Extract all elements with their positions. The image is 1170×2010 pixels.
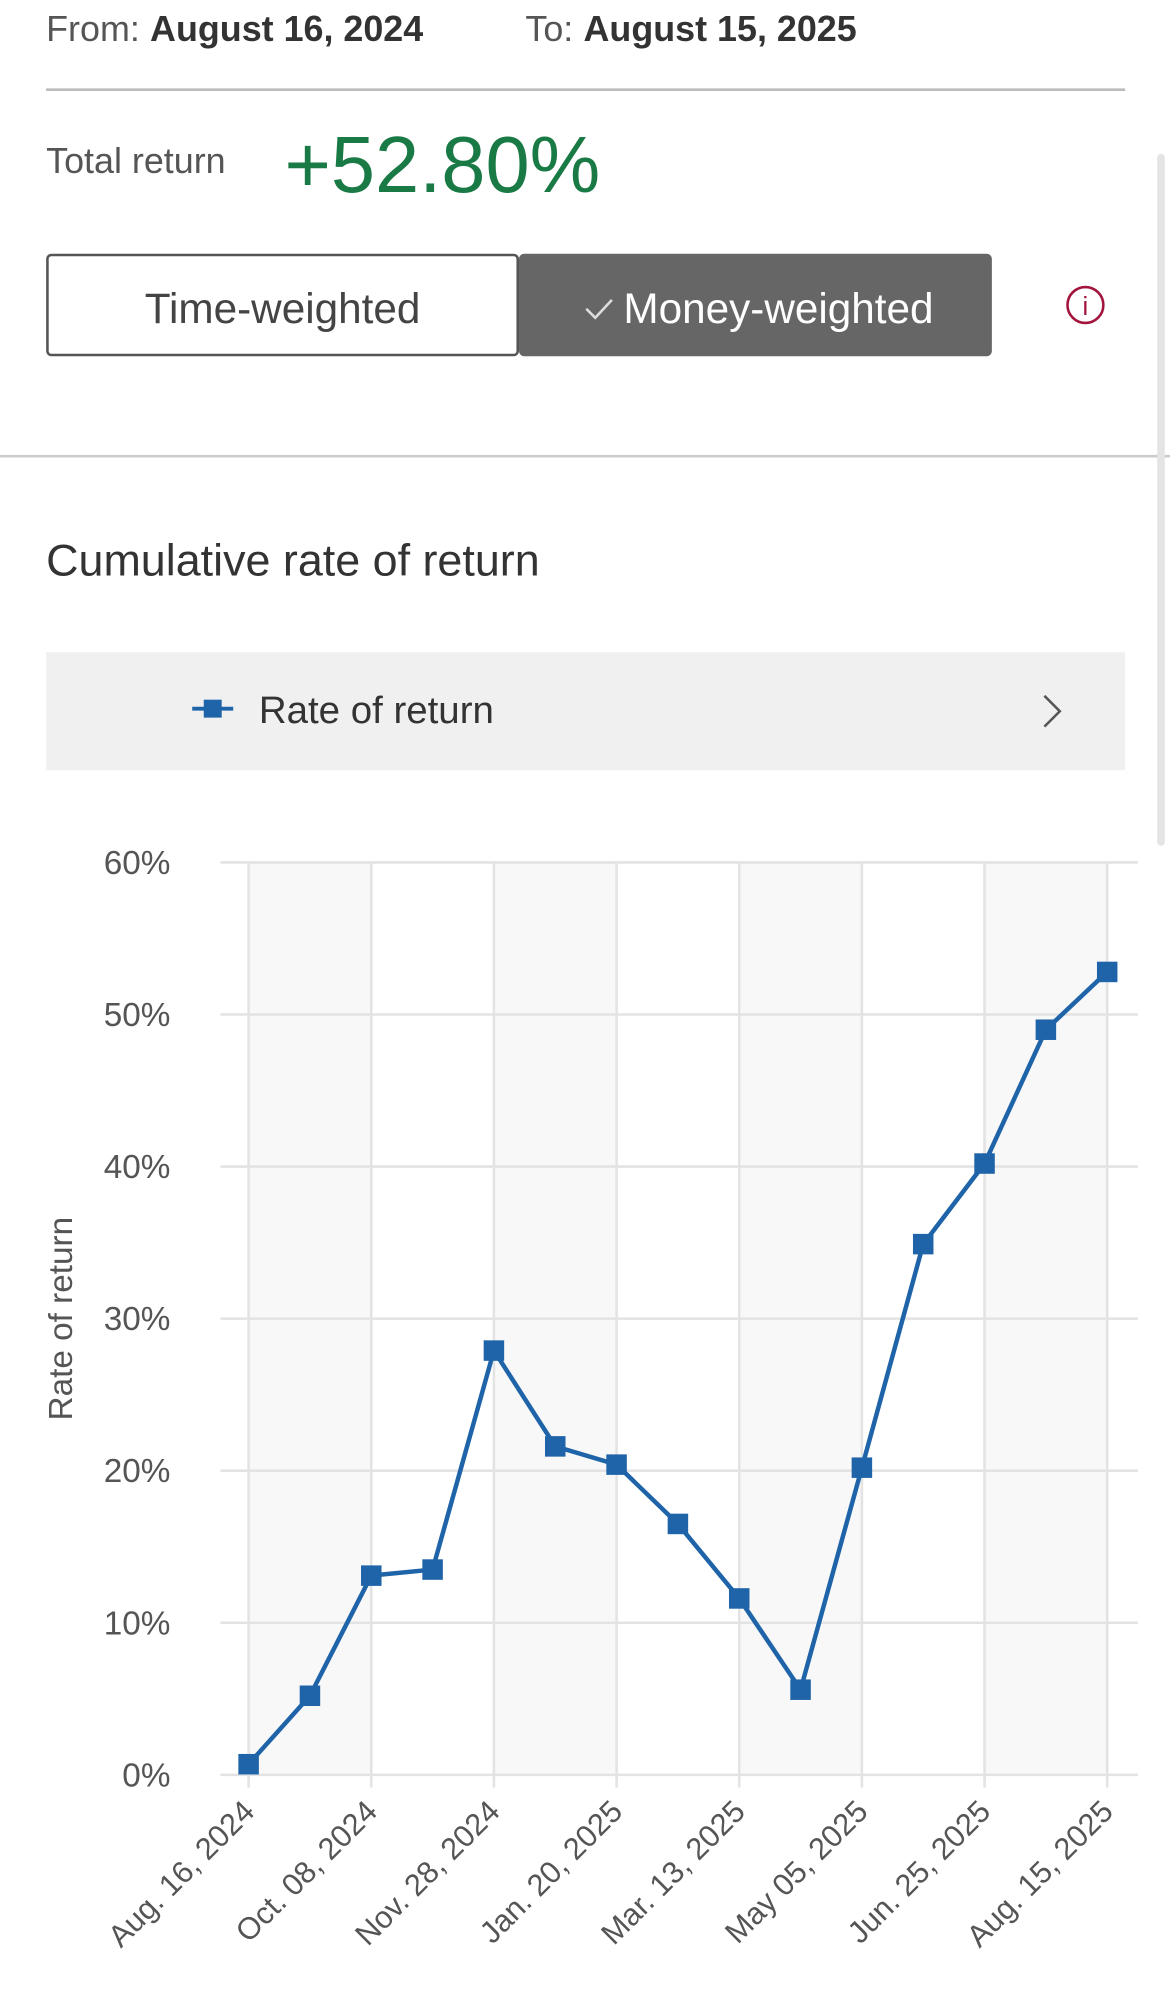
- y-tick-label: 50%: [104, 997, 171, 1034]
- date-range: To: August 15, 2025: [525, 9, 856, 49]
- point-marker: [238, 1753, 259, 1775]
- total-return-label: Total return: [46, 141, 225, 181]
- point-marker: [667, 1513, 689, 1535]
- y-tick-label: 0%: [122, 1757, 170, 1794]
- from-label: From:: [46, 9, 140, 49]
- point-marker: [851, 1457, 873, 1478]
- point-marker: [1035, 1019, 1057, 1040]
- point-marker: [483, 1340, 505, 1361]
- point-marker: [912, 1233, 934, 1255]
- date-range: From: August 16, 2024: [46, 9, 423, 49]
- scrollbar: [1157, 153, 1165, 846]
- toggle: Time-weighted Money-weighted: [46, 253, 992, 357]
- to-label: To:: [525, 9, 573, 49]
- legend-bar[interactable]: [46, 652, 1126, 771]
- point-marker: [299, 1685, 321, 1707]
- point-marker: [790, 1679, 811, 1700]
- legend-marker: [203, 699, 222, 718]
- chart-title: Cumulative rate of return: [46, 534, 540, 585]
- toggle-option[interactable]: [519, 253, 992, 357]
- series-line: [246, 970, 1109, 1766]
- check-icon: [585, 298, 613, 320]
- y-tick-label: 40%: [104, 1149, 171, 1186]
- point-marker: [1096, 961, 1118, 983]
- point-marker: [974, 1153, 995, 1174]
- y-tick-label: 10%: [104, 1605, 171, 1642]
- chevron: [1043, 694, 1062, 728]
- info-icon[interactable]: [1066, 285, 1105, 325]
- point-marker: [422, 1559, 443, 1580]
- toggle-label: Time-weighted: [145, 285, 421, 332]
- total-return: +52.80%: [284, 120, 600, 209]
- point-marker: [606, 1454, 627, 1475]
- info-glyph: i: [1083, 293, 1089, 321]
- y-tick-label: 30%: [104, 1301, 171, 1338]
- point-marker: [728, 1588, 750, 1609]
- to-date: August 15, 2025: [584, 9, 857, 49]
- y-tick-label: 60%: [104, 845, 171, 882]
- point-marker: [544, 1436, 566, 1457]
- point-marker: [361, 1565, 382, 1586]
- toggle-label: Money-weighted: [623, 285, 933, 332]
- y-tick-label: 20%: [104, 1453, 171, 1490]
- from-date: August 16, 2024: [150, 9, 423, 49]
- toggle-option[interactable]: [46, 253, 520, 357]
- legend-label[interactable]: Rate of return: [259, 689, 494, 732]
- y-axis-title: Rate of return: [43, 1217, 80, 1421]
